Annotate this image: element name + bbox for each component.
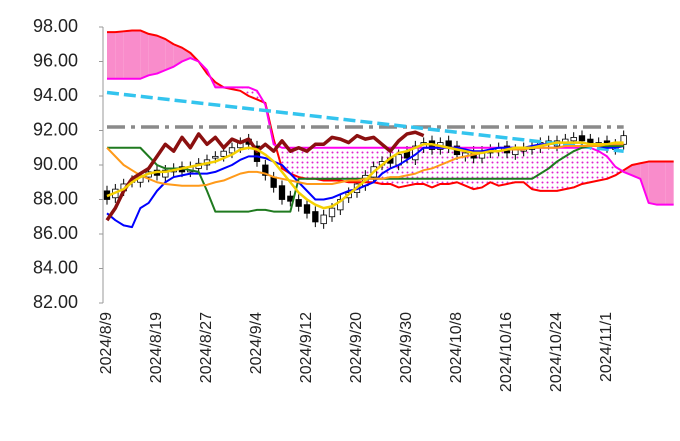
y-tick-label: 86.00 <box>33 223 78 243</box>
candle-body <box>278 185 286 200</box>
cloud-segment <box>540 147 549 191</box>
candle-body <box>253 145 261 162</box>
cloud-segment <box>448 147 457 184</box>
cloud-segment <box>548 147 557 191</box>
cloud-segment <box>623 165 632 176</box>
cloud-segment <box>665 161 674 205</box>
cloud-segment <box>498 147 507 186</box>
cloud-segment <box>140 30 149 79</box>
candle-body <box>570 136 577 142</box>
cloud-segment <box>315 147 324 181</box>
cloud-segment <box>157 35 166 74</box>
candle-body <box>320 214 327 225</box>
cloud-segment <box>582 147 591 184</box>
candle-body <box>328 207 336 218</box>
cloud-segment <box>307 147 316 179</box>
candle-body <box>262 164 269 176</box>
cloud-segment <box>507 147 516 184</box>
cloud-segment <box>632 163 641 179</box>
line <box>105 130 425 222</box>
cloud-segment <box>557 147 566 191</box>
cloud-segment <box>532 147 541 191</box>
x-tick-label: 2024/10/16 <box>498 312 515 392</box>
candle-body <box>270 176 277 188</box>
cloud-segment <box>290 147 299 178</box>
y-tick-label: 90.00 <box>33 154 78 174</box>
cloud-segment <box>490 147 499 186</box>
cloud-segment <box>607 156 616 179</box>
y-tick-label: 96.00 <box>33 50 78 70</box>
candle-body <box>228 147 236 154</box>
y-tick-label: 82.00 <box>33 292 78 312</box>
x-tick-label: 2024/9/4 <box>248 312 265 374</box>
cloud-segment <box>348 147 357 183</box>
cloud-segment <box>115 31 124 79</box>
candle-body <box>303 204 311 214</box>
candle-body <box>578 135 586 142</box>
cloud-segment <box>640 161 649 203</box>
x-tick-label: 2024/8/19 <box>148 312 165 383</box>
x-tick-label: 2024/8/27 <box>198 312 215 383</box>
line <box>107 57 674 206</box>
x-tick-label: 2024/9/20 <box>348 312 365 383</box>
y-tick-label: 98.00 <box>33 16 78 36</box>
cloud-segment <box>657 161 666 205</box>
x-tick-label: 2024/9/30 <box>398 312 415 383</box>
cloud-segment <box>648 161 657 205</box>
candle-body <box>312 211 319 223</box>
y-tick-label: 84.00 <box>33 257 78 277</box>
cloud-segment <box>123 30 132 79</box>
cloud-segment <box>515 147 524 183</box>
line <box>106 90 624 153</box>
y-tick-label: 94.00 <box>33 85 78 105</box>
cloud-segment <box>565 147 574 190</box>
cloud-segment <box>298 147 307 179</box>
x-tick-label: 2024/11/1 <box>598 312 615 382</box>
y-tick-label: 88.00 <box>33 188 78 208</box>
cloud-segment <box>165 39 174 71</box>
cloud-segment <box>132 30 141 79</box>
x-tick-label: 2024/10/24 <box>548 312 565 392</box>
line <box>106 141 624 210</box>
y-tick-label: 92.00 <box>33 119 78 139</box>
cloud-segment <box>340 147 349 183</box>
candle-body <box>220 150 227 157</box>
cloud-segment <box>590 147 599 183</box>
x-tick-label: 2024/10/8 <box>448 312 465 383</box>
cloud-segment <box>573 147 582 188</box>
candle-body <box>162 169 169 178</box>
cloud-segment <box>440 147 449 184</box>
cloud-segment <box>173 44 182 67</box>
candle-body <box>212 155 219 159</box>
cloud-segment <box>148 33 157 76</box>
candle-body <box>295 199 302 207</box>
cloud-segment <box>357 147 366 183</box>
x-tick-label: 2024/8/9 <box>98 312 115 374</box>
cloud-segment <box>382 147 391 184</box>
cloud-segment <box>323 147 332 181</box>
candle-body <box>337 199 344 211</box>
line <box>106 141 624 229</box>
cloud-segment <box>107 32 116 79</box>
cloud-segment <box>423 147 432 188</box>
cloud-segment <box>598 151 607 181</box>
cloud-segment <box>332 147 341 181</box>
x-tick-label: 2024/9/12 <box>298 312 315 383</box>
